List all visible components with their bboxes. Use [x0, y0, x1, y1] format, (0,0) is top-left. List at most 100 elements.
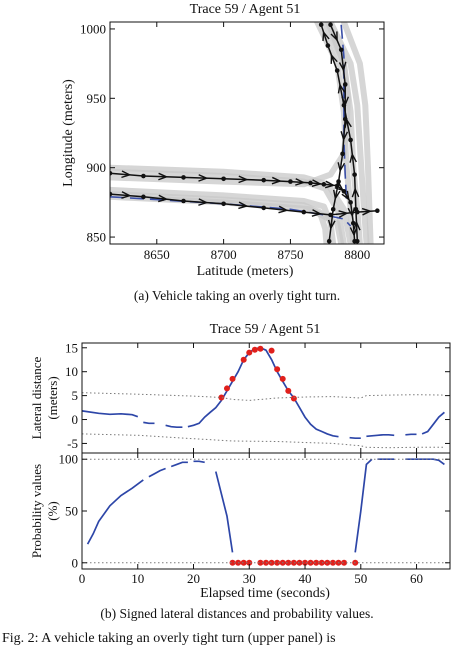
chart-c-ylabel-line1: Probability values	[29, 464, 44, 558]
y-tick-label: 0	[72, 555, 79, 570]
series-line	[349, 436, 361, 440]
direction-arrow	[341, 190, 350, 201]
direction-arrow	[341, 96, 350, 107]
y-tick-label: -5	[67, 436, 78, 451]
series-line	[187, 346, 339, 438]
lateral-distance-lines	[81, 345, 445, 449]
flagged-point	[240, 559, 247, 566]
vehicle-trajectory-line	[328, 24, 346, 242]
direction-arrow	[278, 205, 289, 214]
caption-b: (b) Signed lateral distances and probabi…	[100, 606, 374, 621]
trajectory-point	[325, 43, 331, 48]
chart-a-title: Trace 59 / Agent 51	[190, 2, 301, 17]
trajectory-point	[352, 172, 357, 177]
direction-arrow	[271, 176, 282, 185]
series-line	[86, 479, 144, 545]
direction-arrow	[198, 198, 209, 206]
flagged-point	[274, 366, 281, 373]
series-line	[354, 458, 373, 553]
series-line	[405, 458, 445, 466]
series-line	[214, 471, 234, 553]
x-tick-label: 10	[131, 571, 144, 586]
direction-arrow	[352, 220, 361, 231]
chart-c-ylabel-line2: (%)	[45, 501, 60, 521]
x-tick-label: 50	[354, 571, 367, 586]
flagged-point	[290, 395, 297, 402]
trajectory-point	[336, 179, 341, 184]
direction-arrow	[322, 30, 330, 41]
trajectory-point	[110, 191, 113, 197]
series-line	[405, 433, 417, 436]
chart-a-xlabel: Latitude (meters)	[197, 264, 294, 279]
trajectory-point	[141, 173, 146, 179]
background-traces-line	[327, 22, 370, 244]
probability-lines	[82, 458, 450, 566]
flagged-point	[313, 559, 320, 566]
chart-c-xlabel: Elapsed time (seconds)	[200, 586, 330, 601]
trajectory-point	[348, 137, 353, 143]
y-tick-label: 100	[59, 452, 79, 467]
direction-arrow	[333, 189, 341, 201]
trajectory-point	[261, 177, 267, 183]
vehicle-trajectory-line	[320, 24, 359, 242]
direction-arrow	[338, 61, 347, 72]
direction-arrow	[349, 152, 357, 163]
y-tick-label: 0	[72, 412, 79, 427]
y-tick-label: 5	[72, 388, 79, 403]
y-tick-label: 900	[87, 160, 107, 175]
direction-arrow	[340, 131, 349, 142]
lateral-distance-chart: Trace 59 / Agent 51 15 10 5 0 -5 Lateral dis…	[29, 322, 451, 454]
background-traces-line	[340, 22, 374, 244]
direction-arrow	[361, 207, 373, 216]
trajectory-point	[341, 188, 347, 194]
series-line	[81, 410, 139, 418]
direction-arrow	[158, 172, 169, 181]
chart-b-ylabel-line1: Lateral distance	[29, 356, 44, 439]
x-tick-label: 30	[243, 571, 256, 586]
flagged-point	[223, 385, 230, 392]
trajectory-point	[342, 82, 348, 87]
flagged-point	[285, 559, 292, 566]
threshold-line	[81, 433, 445, 449]
ylabel-part-1: Probability values	[29, 464, 44, 558]
direction-arrow	[311, 209, 323, 217]
direction-arrow	[337, 83, 346, 94]
flagged-point	[302, 559, 309, 566]
direction-arrow	[121, 170, 132, 179]
y-tick-label: 15	[65, 340, 78, 355]
flagged-point	[229, 375, 236, 382]
chart-a-ticks: 8650 8700 8750 8800 850 900 950 1000	[80, 21, 384, 262]
flagged-point	[218, 394, 225, 401]
trajectory-point	[342, 116, 348, 122]
trajectory-point	[288, 179, 293, 184]
flagged-point	[246, 349, 253, 356]
direction-arrow	[121, 191, 132, 199]
series-line	[165, 424, 183, 429]
flagged-point	[285, 387, 292, 394]
direction-arrow	[347, 207, 356, 218]
y-tick-label: 10	[65, 364, 78, 379]
flagged-point	[257, 345, 264, 352]
y-tick-label: 50	[65, 504, 78, 519]
flagged-point	[290, 559, 297, 566]
ylabel-part-1: Lateral distance	[29, 356, 44, 439]
chart-b-title: Trace 59 / Agent 51	[210, 322, 321, 337]
chart-b-ticks: 15 10 5 0 -5	[65, 340, 450, 453]
direction-arrow	[349, 226, 358, 238]
trajectory-chart: Trace 59 / Agent 51 8650 8700 8750 8800 850 9…	[61, 2, 385, 279]
x-tick-label: 20	[187, 571, 200, 586]
chart-b-frame	[81, 342, 451, 454]
direction-arrow	[338, 210, 349, 218]
flagged-point	[251, 346, 258, 353]
flagged-point	[341, 559, 348, 566]
caption-a: (a) Vehicle taking an overly tight turn.	[133, 288, 341, 303]
trajectory-point	[110, 170, 113, 176]
x-tick-label: 60	[410, 571, 423, 586]
trajectory-point	[181, 198, 186, 204]
series-line	[366, 433, 395, 438]
series-line	[193, 460, 205, 464]
trajectory-point	[340, 151, 345, 157]
x-tick-label: 8800	[344, 247, 370, 262]
flagged-point	[257, 559, 264, 566]
